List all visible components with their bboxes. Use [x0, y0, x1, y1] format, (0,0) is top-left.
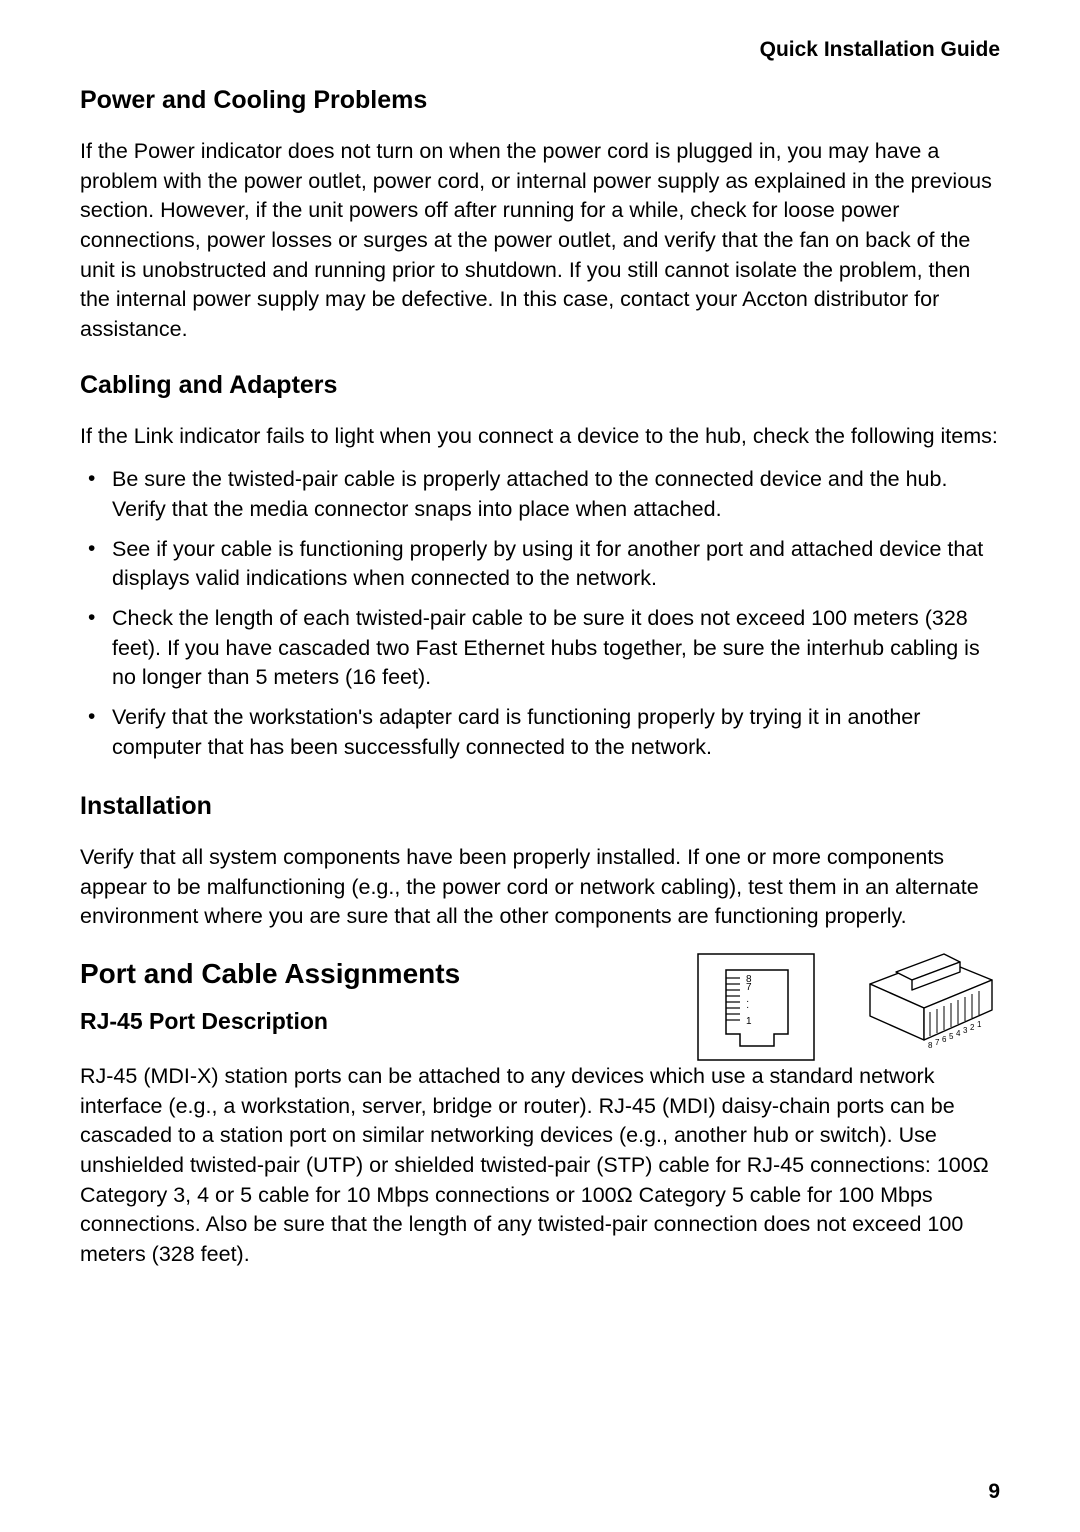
section-title-power: Power and Cooling Problems [80, 86, 1000, 115]
list-item: See if your cable is functioning properl… [80, 535, 1000, 594]
list-item: Verify that the workstation's adapter ca… [80, 703, 1000, 762]
section-title-installation: Installation [80, 792, 1000, 821]
plug-pin-label: 5 [949, 1032, 954, 1041]
plug-pin-label: 4 [956, 1029, 961, 1038]
running-header: Quick Installation Guide [80, 38, 1000, 62]
cabling-intro: If the Link indicator fails to light whe… [80, 422, 1000, 452]
plug-pin-label: 8 [928, 1041, 933, 1050]
plug-pin-label: 3 [963, 1026, 968, 1035]
rj45-jack-icon: 8 7 · · 1 [696, 952, 816, 1062]
page-number: 9 [988, 1480, 1000, 1504]
rj45-plug-icon: 8 7 6 5 4 3 2 1 [840, 952, 1000, 1062]
plug-pin-label: 2 [970, 1023, 975, 1032]
installation-body: Verify that all system components have b… [80, 843, 1000, 932]
section-title-cabling: Cabling and Adapters [80, 371, 1000, 400]
jack-pin-dot: · [746, 1002, 749, 1013]
plug-pin-label: 1 [977, 1020, 982, 1029]
jack-pin-7-label: 7 [746, 982, 752, 993]
jack-pin-1-label: 1 [746, 1016, 752, 1027]
list-item: Check the length of each twisted-pair ca… [80, 604, 1000, 693]
list-item: Be sure the twisted-pair cable is proper… [80, 465, 1000, 524]
power-body: If the Power indicator does not turn on … [80, 137, 1000, 345]
plug-pin-label: 7 [935, 1038, 940, 1047]
rj45-body: RJ-45 (MDI-X) station ports can be attac… [80, 1062, 1000, 1270]
rj45-figures: 8 7 · · 1 8 [696, 952, 1000, 1062]
plug-pin-label: 6 [942, 1035, 947, 1044]
cabling-list: Be sure the twisted-pair cable is proper… [80, 465, 1000, 762]
